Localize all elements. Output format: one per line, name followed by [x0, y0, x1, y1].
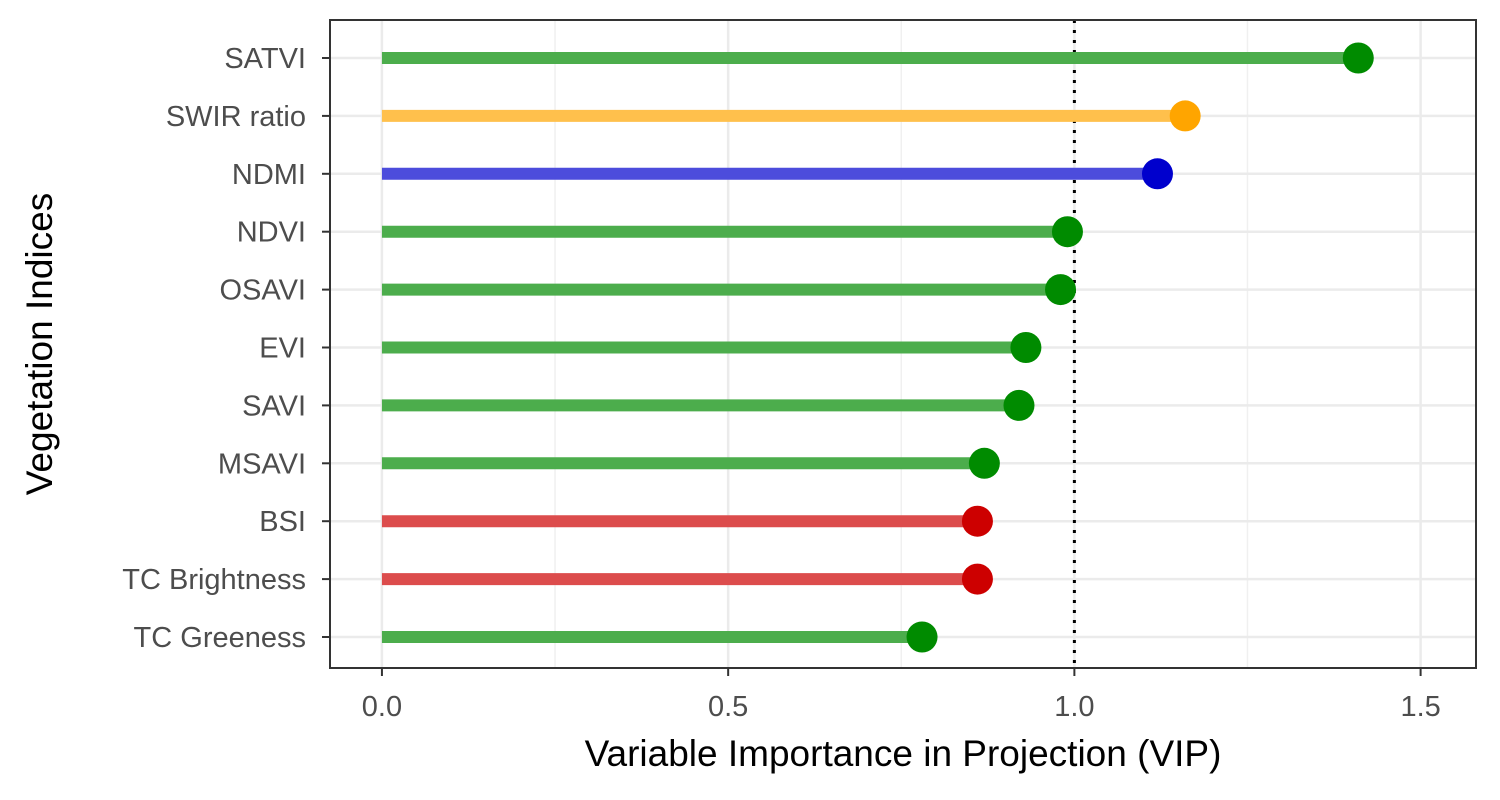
y-tick-label: NDMI: [232, 159, 306, 191]
y-tick-label: BSI: [259, 506, 306, 538]
lollipop-point: [906, 621, 938, 653]
lollipop-point: [961, 563, 993, 595]
y-tick-label: SAVI: [242, 390, 306, 422]
y-tick-label: TC Greeness: [134, 622, 306, 654]
y-tick-label: EVI: [259, 333, 306, 365]
x-tick-label: 0.5: [708, 691, 748, 723]
plot-panel-border: [329, 19, 1477, 669]
lollipop-point: [1003, 389, 1035, 421]
y-axis-title: Vegetation Indices: [19, 193, 60, 495]
lollipop-point: [1169, 100, 1201, 132]
lollipop-point: [1051, 216, 1083, 248]
y-tick-label: OSAVI: [220, 275, 307, 307]
x-axis: 0.0 0.5 1.0 1.5: [362, 668, 1441, 723]
y-axis: SATVI SWIR ratio NDMI NDVI OSAVI EVI SAVI MSAVI…: [122, 43, 330, 654]
y-tick-label: NDVI: [237, 217, 306, 249]
x-axis-title: Variable Importance in Projection (VIP): [585, 733, 1222, 774]
lollipop-point: [1141, 158, 1173, 190]
lollipop-point: [1010, 332, 1042, 363]
lollipop-point: [1342, 42, 1374, 74]
lollipop-point: [1045, 274, 1077, 306]
y-tick-label: SWIR ratio: [166, 101, 306, 133]
x-tick-label: 0.0: [362, 691, 402, 723]
data-marks: [381, 42, 1374, 653]
y-tick-label: MSAVI: [218, 448, 306, 480]
lollipop-point: [961, 505, 993, 537]
lollipop-point: [968, 447, 1000, 479]
x-tick-label: 1.5: [1400, 691, 1440, 723]
x-tick-label: 1.0: [1054, 691, 1094, 723]
y-tick-label: TC Brightness: [122, 564, 306, 596]
y-tick-label: SATVI: [224, 43, 306, 75]
